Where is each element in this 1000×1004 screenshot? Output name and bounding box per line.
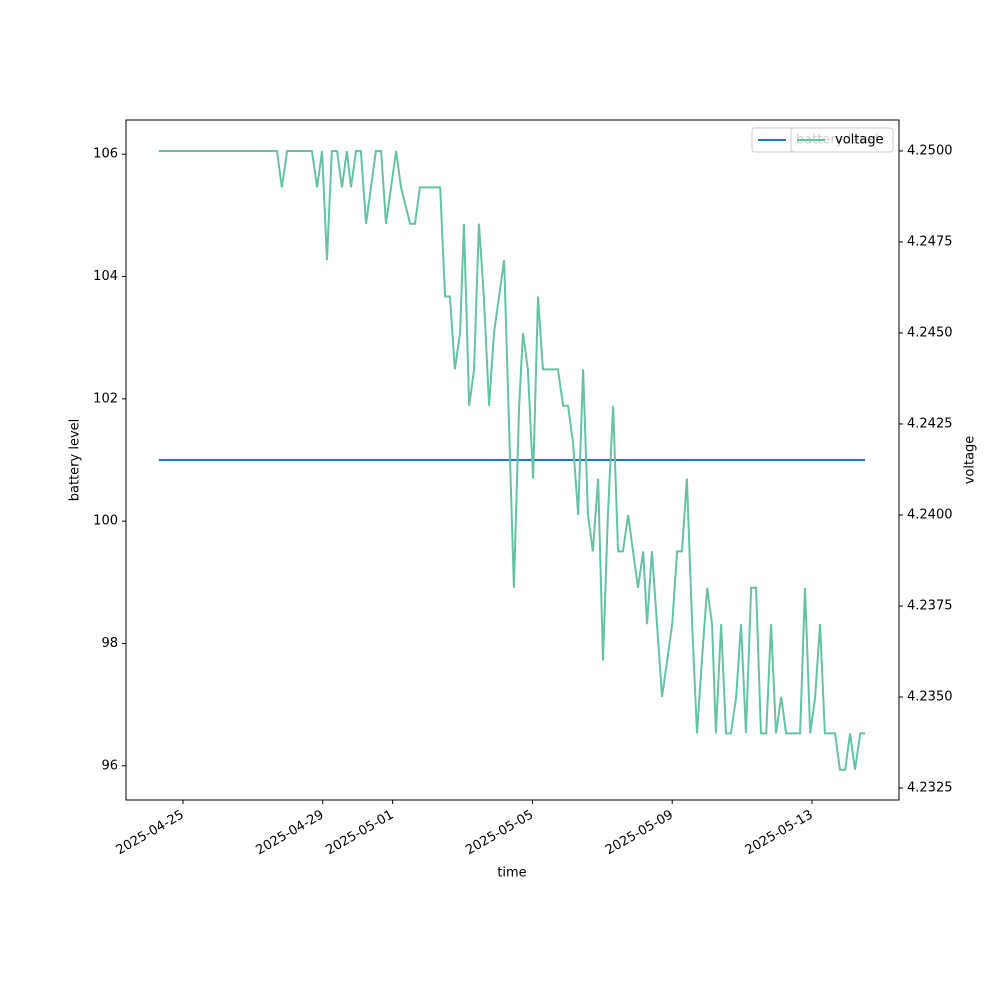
y2-tick-label: 4.2425 [907,416,953,431]
axes-frame [125,119,900,801]
y2-tick-label: 4.2375 [907,598,953,613]
y2-tick-label: 4.2500 [907,143,953,158]
y-tick-label: 96 [101,758,118,773]
y2-tick-label: 4.2475 [907,234,953,249]
x-tick-label: 2025-04-29 [254,808,327,859]
y-tick-label: 106 [93,147,118,162]
y-tick-label: 98 [101,636,118,651]
y-axis-label: battery level [68,419,83,502]
x-axis-label: time [497,866,526,881]
y2-tick-label: 4.2325 [907,780,953,795]
x-tick-label: 2025-05-13 [743,808,816,859]
x-tick-label: 2025-05-01 [323,808,396,859]
y2-tick-label: 4.2450 [907,325,953,340]
y2-axis-label: voltage [963,436,978,485]
legend-box [790,127,894,153]
y-tick-label: 104 [93,269,118,284]
legend-label: voltage [835,133,884,148]
x-tick-label: 2025-05-05 [463,808,536,859]
x-tick-label: 2025-05-09 [603,808,676,859]
y-tick-label: 102 [93,391,118,406]
data-line [158,149,866,771]
y2-tick-label: 4.2350 [907,689,953,704]
y-tick-label: 100 [93,514,118,529]
y2-tick-label: 4.2400 [907,507,953,522]
x-tick-label: 2025-04-25 [114,808,187,859]
